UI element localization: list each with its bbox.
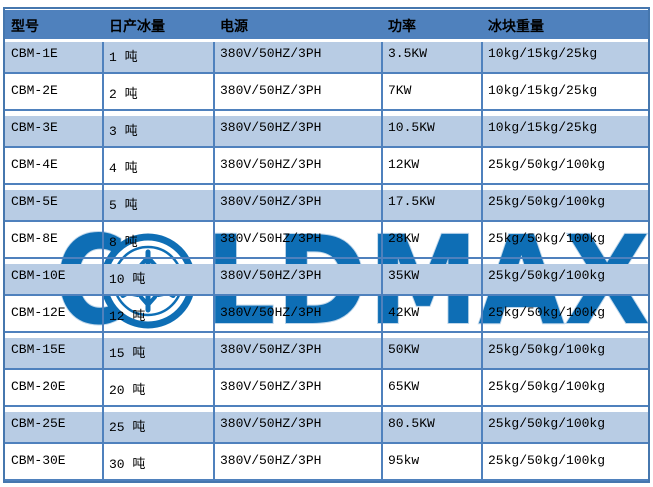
cell-power-supply: 380V/50HZ/3PH — [220, 416, 322, 431]
cell-power: 10.5KW — [388, 120, 435, 135]
cell-daily-capacity: 15 吨 — [109, 346, 146, 361]
cell-power: 80.5KW — [388, 416, 435, 431]
table-header-row: 型号 日产冰量 电源 功率 冰块重量 — [5, 10, 648, 39]
cell-daily-capacity: 30 吨 — [109, 457, 146, 472]
cell-model: CBM-12E — [11, 305, 66, 320]
table-row: CBM-4E 4 吨 380V/50HZ/3PH 12KW 25kg/50kg/… — [5, 153, 648, 185]
table-row: CBM-3E 3 吨 380V/50HZ/3PH 10.5KW 10kg/15k… — [5, 116, 648, 148]
cell-power-supply: 380V/50HZ/3PH — [220, 46, 322, 61]
column-divider — [213, 42, 215, 481]
column-header-block-weight: 冰块重量 — [488, 18, 544, 34]
cell-power: 17.5KW — [388, 194, 435, 209]
cell-block-weight: 25kg/50kg/100kg — [488, 379, 606, 394]
cell-power: 42KW — [388, 305, 420, 320]
cell-power-supply: 380V/50HZ/3PH — [220, 194, 322, 209]
cell-power-supply: 380V/50HZ/3PH — [220, 120, 322, 135]
cell-daily-capacity: 10 吨 — [109, 272, 146, 287]
cell-model: CBM-30E — [11, 453, 66, 468]
cell-power: 95kw — [388, 453, 420, 468]
cell-power: 65KW — [388, 379, 420, 394]
column-divider — [481, 42, 483, 481]
cell-block-weight: 25kg/50kg/100kg — [488, 305, 606, 320]
column-header-model: 型号 — [11, 18, 39, 34]
cell-model: CBM-20E — [11, 379, 66, 394]
cell-model: CBM-2E — [11, 83, 58, 98]
cell-block-weight: 10kg/15kg/25kg — [488, 46, 598, 61]
cell-daily-capacity: 2 吨 — [109, 87, 138, 102]
table-row: CBM-2E 2 吨 380V/50HZ/3PH 7KW 10kg/15kg/2… — [5, 79, 648, 111]
cell-power-supply: 380V/50HZ/3PH — [220, 453, 322, 468]
column-header-power-supply: 电源 — [220, 18, 248, 34]
cell-daily-capacity: 25 吨 — [109, 420, 146, 435]
column-divider — [381, 42, 383, 481]
table-row: CBM-20E 20 吨 380V/50HZ/3PH 65KW 25kg/50k… — [5, 375, 648, 407]
cell-model: CBM-25E — [11, 416, 66, 431]
cell-model: CBM-4E — [11, 157, 58, 172]
column-divider — [102, 42, 104, 481]
cell-power-supply: 380V/50HZ/3PH — [220, 83, 322, 98]
cell-daily-capacity: 1 吨 — [109, 50, 138, 65]
cell-block-weight: 25kg/50kg/100kg — [488, 342, 606, 357]
column-header-daily-capacity: 日产冰量 — [109, 18, 165, 34]
cell-model: CBM-1E — [11, 46, 58, 61]
cell-power: 7KW — [388, 83, 412, 98]
table-body: CBM-1E 1 吨 380V/50HZ/3PH 3.5KW 10kg/15kg… — [5, 42, 648, 481]
cell-block-weight: 25kg/50kg/100kg — [488, 416, 606, 431]
table-row: CBM-30E 30 吨 380V/50HZ/3PH 95kw 25kg/50k… — [5, 449, 648, 481]
cell-power: 12KW — [388, 157, 420, 172]
cell-model: CBM-5E — [11, 194, 58, 209]
table-row: CBM-1E 1 吨 380V/50HZ/3PH 3.5KW 10kg/15kg… — [5, 42, 648, 74]
cell-daily-capacity: 3 吨 — [109, 124, 138, 139]
cell-power: 35KW — [388, 268, 420, 283]
cell-daily-capacity: 20 吨 — [109, 383, 146, 398]
cell-power-supply: 380V/50HZ/3PH — [220, 342, 322, 357]
cell-power: 3.5KW — [388, 46, 428, 61]
table-row: CBM-8E 8 吨 380V/50HZ/3PH 28KW 25kg/50kg/… — [5, 227, 648, 259]
cell-power-supply: 380V/50HZ/3PH — [220, 379, 322, 394]
cell-model: CBM-15E — [11, 342, 66, 357]
cell-model: CBM-8E — [11, 231, 58, 246]
cell-power-supply: 380V/50HZ/3PH — [220, 305, 322, 320]
table-row: CBM-25E 25 吨 380V/50HZ/3PH 80.5KW 25kg/5… — [5, 412, 648, 444]
spec-table: 型号 日产冰量 电源 功率 冰块重量 CBM-1E 1 吨 380V/50HZ/… — [3, 7, 650, 483]
cell-block-weight: 25kg/50kg/100kg — [488, 157, 606, 172]
cell-block-weight: 25kg/50kg/100kg — [488, 194, 606, 209]
cell-block-weight: 10kg/15kg/25kg — [488, 120, 598, 135]
cell-daily-capacity: 4 吨 — [109, 161, 138, 176]
cell-power: 28KW — [388, 231, 420, 246]
table-row: CBM-12E 12 吨 380V/50HZ/3PH 42KW 25kg/50k… — [5, 301, 648, 333]
cell-power-supply: 380V/50HZ/3PH — [220, 157, 322, 172]
cell-daily-capacity: 8 吨 — [109, 235, 138, 250]
cell-power-supply: 380V/50HZ/3PH — [220, 268, 322, 283]
cell-block-weight: 25kg/50kg/100kg — [488, 231, 606, 246]
cell-model: CBM-3E — [11, 120, 58, 135]
cell-block-weight: 10kg/15kg/25kg — [488, 83, 598, 98]
column-header-power: 功率 — [388, 18, 416, 34]
cell-power: 50KW — [388, 342, 420, 357]
cell-daily-capacity: 12 吨 — [109, 309, 146, 324]
cell-block-weight: 25kg/50kg/100kg — [488, 453, 606, 468]
cell-power-supply: 380V/50HZ/3PH — [220, 231, 322, 246]
table-row: CBM-10E 10 吨 380V/50HZ/3PH 35KW 25kg/50k… — [5, 264, 648, 296]
table-row: CBM-15E 15 吨 380V/50HZ/3PH 50KW 25kg/50k… — [5, 338, 648, 370]
cell-daily-capacity: 5 吨 — [109, 198, 138, 213]
table-row: CBM-5E 5 吨 380V/50HZ/3PH 17.5KW 25kg/50k… — [5, 190, 648, 222]
cell-model: CBM-10E — [11, 268, 66, 283]
cell-block-weight: 25kg/50kg/100kg — [488, 268, 606, 283]
